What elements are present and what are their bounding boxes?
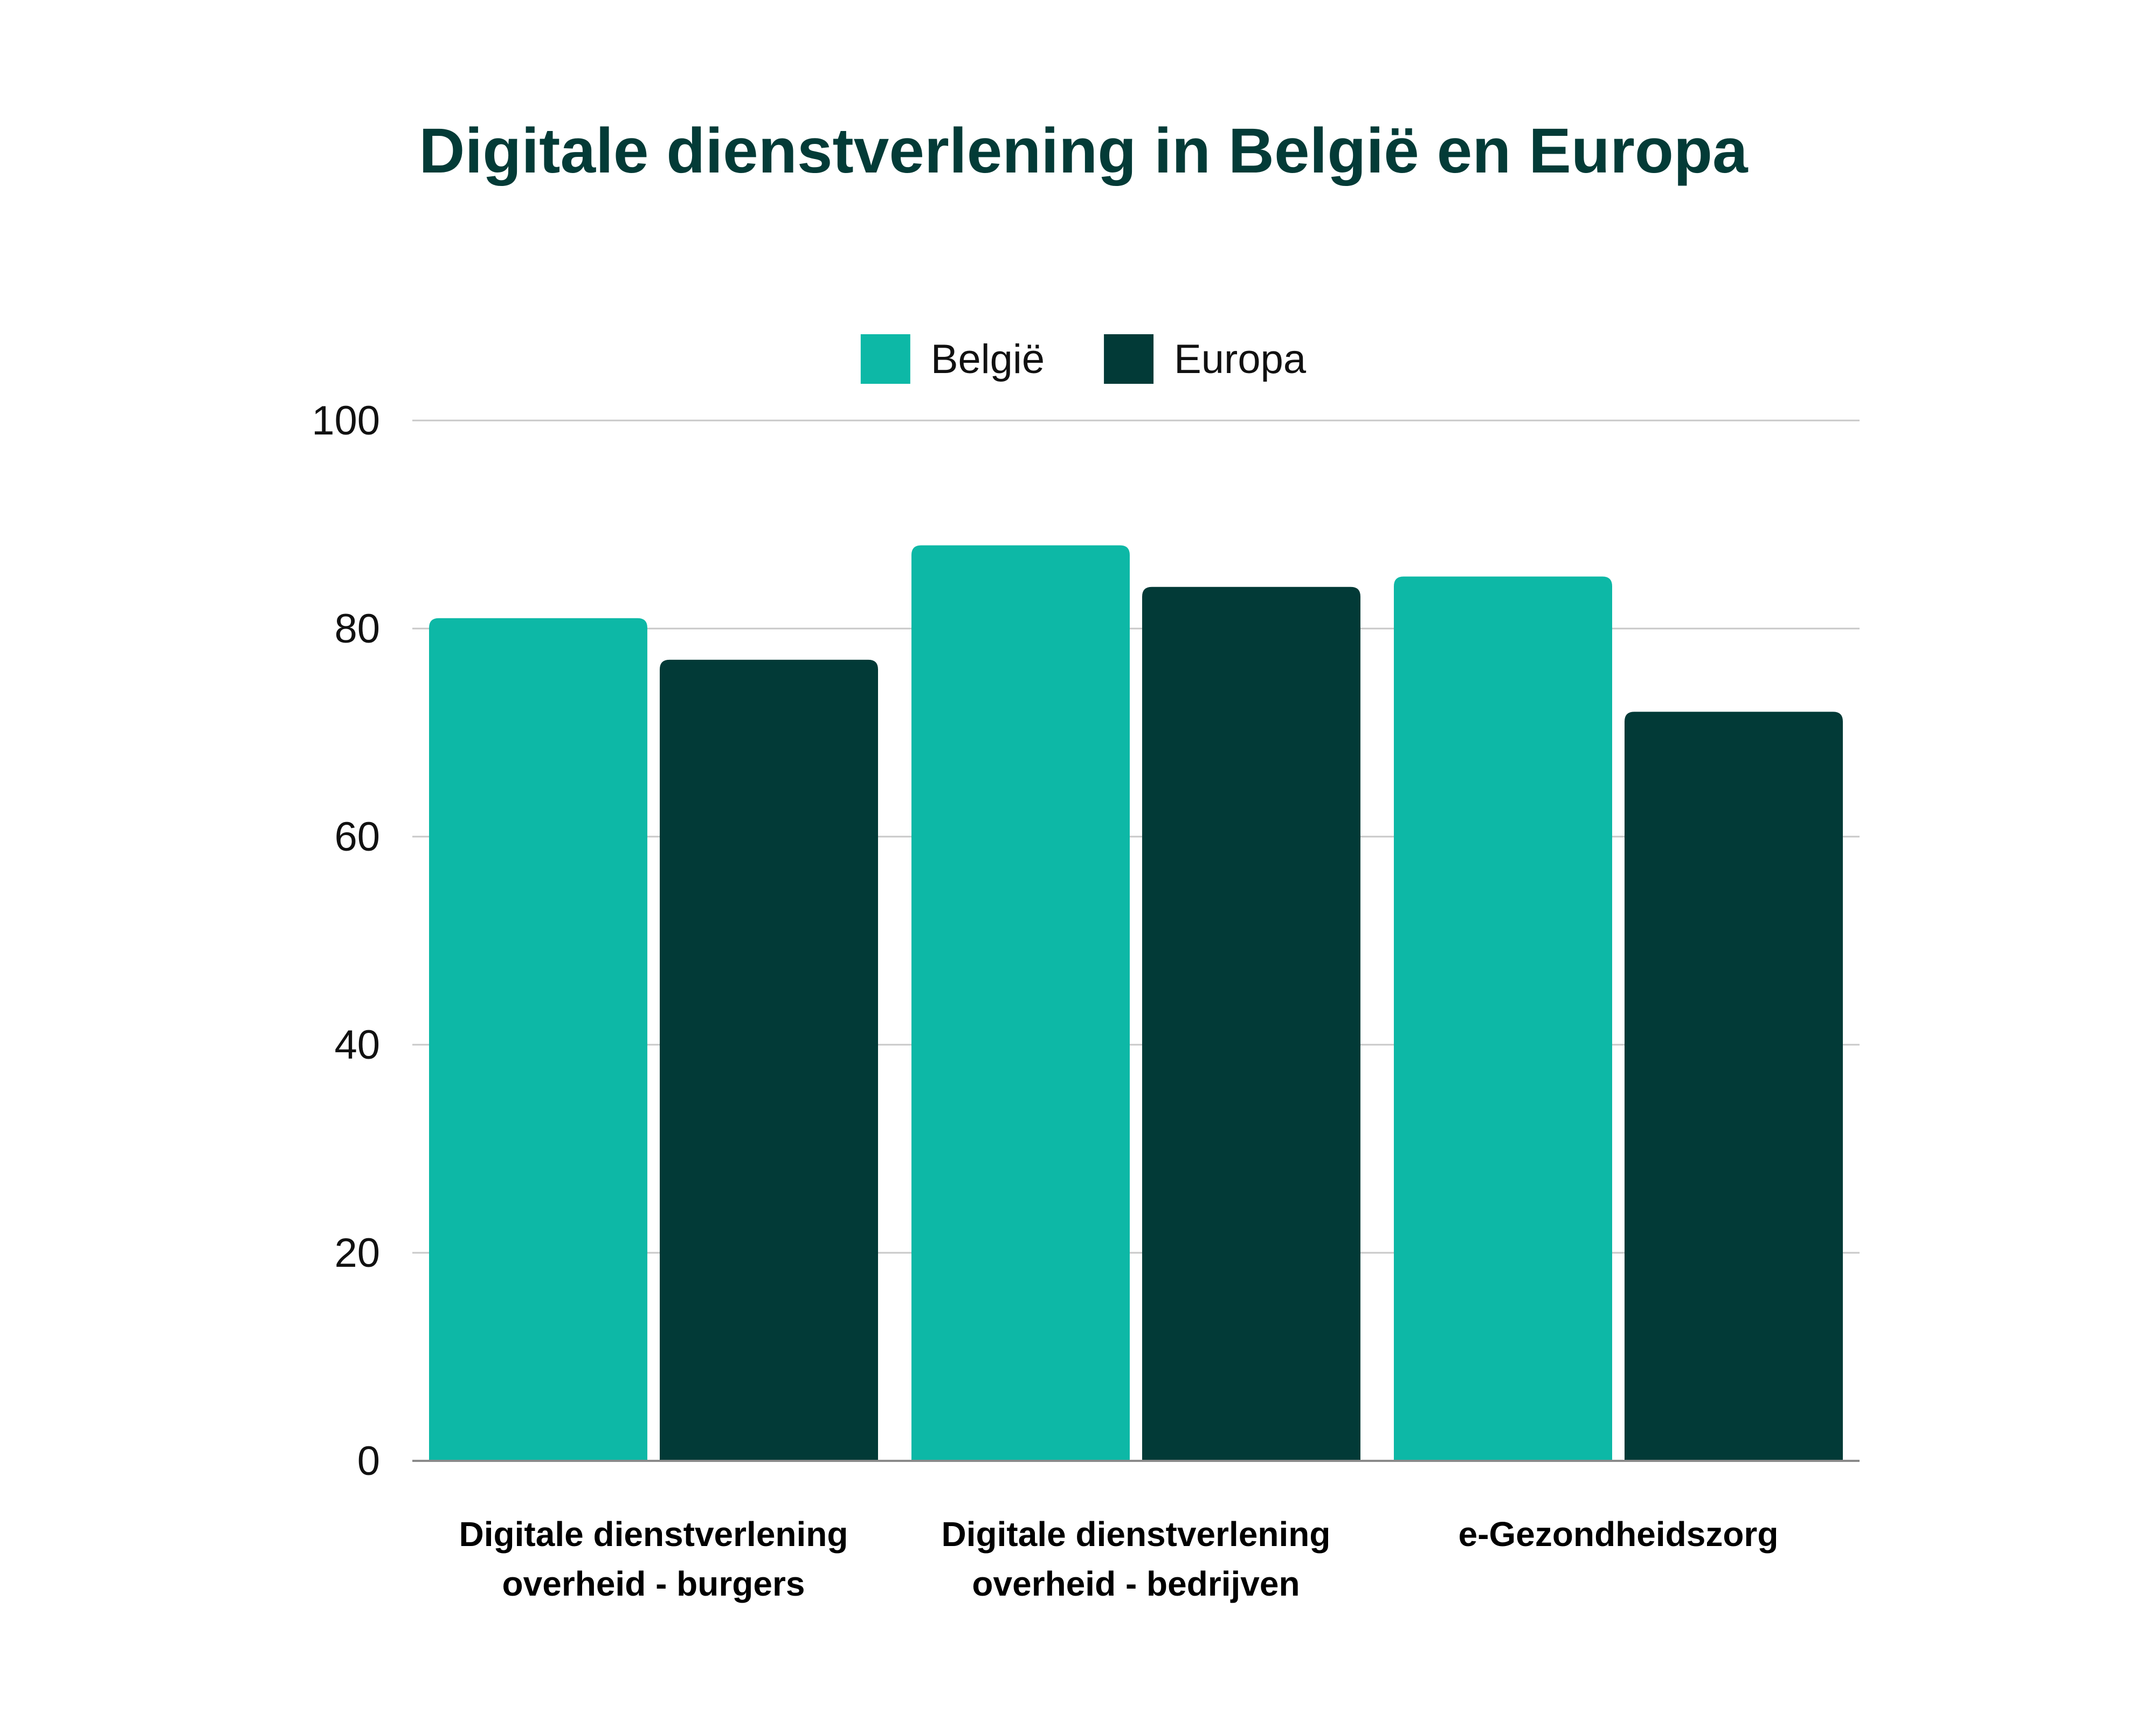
x-category-label-1: Digitale dienstverlening overheid - burge… xyxy=(459,1515,848,1603)
legend: België Europa xyxy=(860,334,1307,384)
x-category-label-3: e-Gezondheidszorg xyxy=(1459,1515,1779,1554)
chart-title: Digitale dienstverlening in België en Eu… xyxy=(419,115,1749,187)
bar-europa-3 xyxy=(1625,712,1843,1461)
bar-europa-1 xyxy=(660,659,878,1461)
legend-label-europa: Europa xyxy=(1174,336,1307,382)
y-tick-label-40: 40 xyxy=(334,1022,380,1068)
y-tick-label-80: 80 xyxy=(334,606,380,652)
legend-label-belgie: België xyxy=(931,336,1045,382)
y-axis: 0 20 40 60 80 100 xyxy=(312,398,380,1484)
bar-belgie-2 xyxy=(911,545,1130,1461)
bar-europa-2 xyxy=(1142,586,1360,1461)
x-category-label-2: Digitale dienstverlening overheid - bedri… xyxy=(942,1515,1331,1603)
bar-belgie-3 xyxy=(1394,576,1612,1461)
y-tick-label-60: 60 xyxy=(334,814,380,860)
x-axis: Digitale dienstverlening overheid - burge… xyxy=(459,1515,1779,1603)
y-tick-label-100: 100 xyxy=(312,398,380,444)
y-tick-label-20: 20 xyxy=(334,1230,380,1276)
bar-belgie-1 xyxy=(429,618,647,1461)
legend-swatch-belgie xyxy=(860,334,910,384)
gridlines xyxy=(412,419,1860,1254)
legend-swatch-europa xyxy=(1104,334,1154,384)
y-tick-label-0: 0 xyxy=(357,1438,380,1484)
legend-item-europa: Europa xyxy=(1104,334,1307,384)
bars xyxy=(412,545,1860,1462)
legend-item-belgie: België xyxy=(860,334,1045,384)
